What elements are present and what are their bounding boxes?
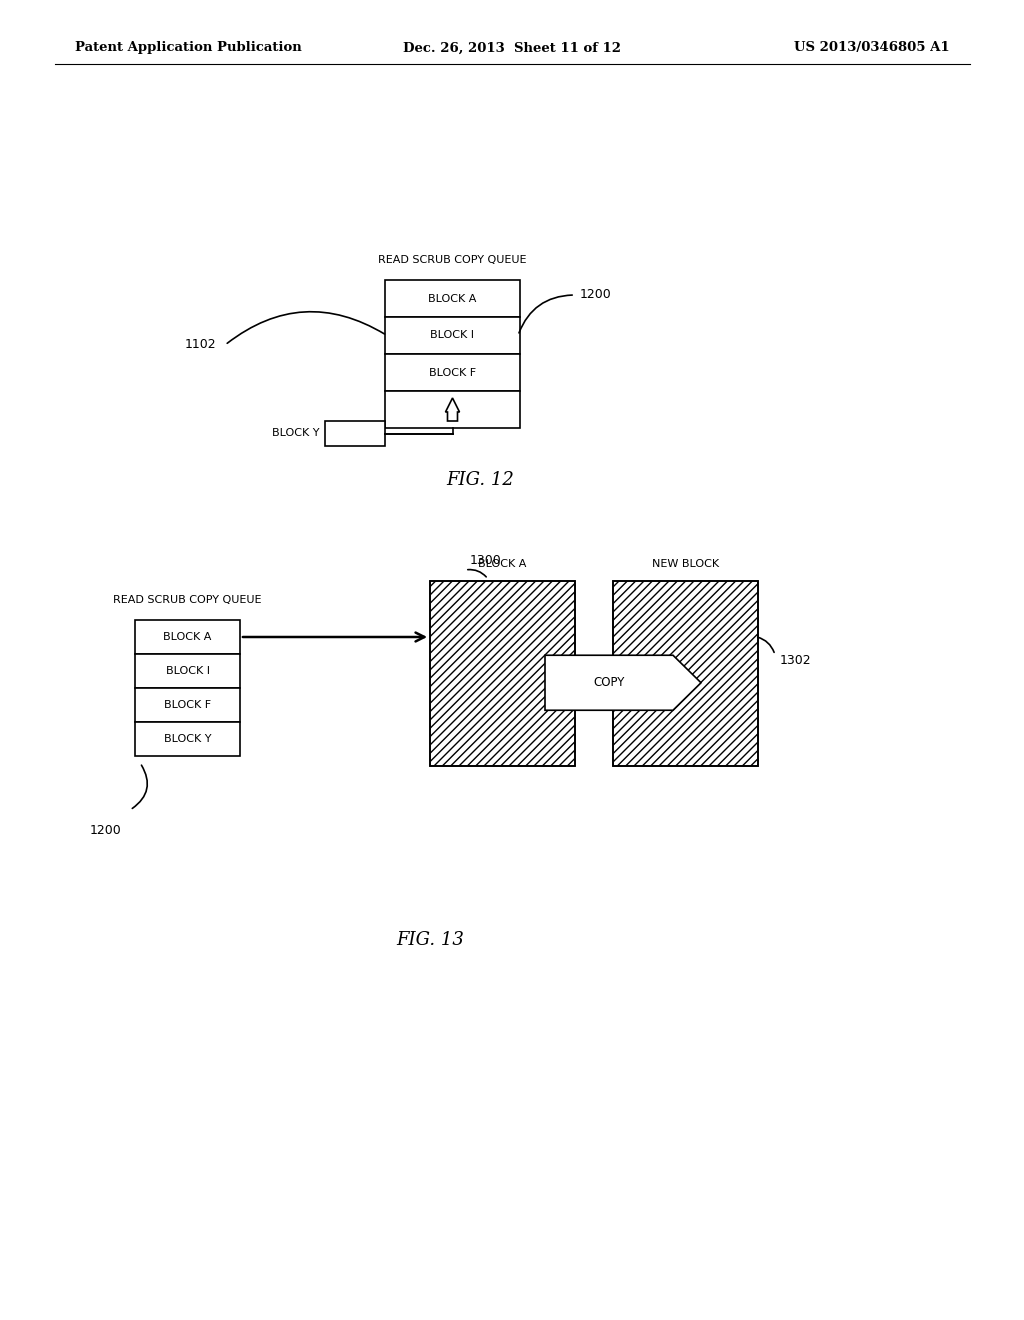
Text: Patent Application Publication: Patent Application Publication bbox=[75, 41, 302, 54]
Text: BLOCK A: BLOCK A bbox=[478, 558, 526, 569]
Text: Dec. 26, 2013  Sheet 11 of 12: Dec. 26, 2013 Sheet 11 of 12 bbox=[403, 41, 621, 54]
Bar bbox=[385, 354, 520, 391]
Bar bbox=[385, 280, 520, 317]
Text: 1200: 1200 bbox=[90, 824, 122, 837]
Text: BLOCK A: BLOCK A bbox=[163, 632, 212, 642]
Text: BLOCK F: BLOCK F bbox=[164, 700, 211, 710]
Bar bbox=[385, 391, 520, 428]
Text: BLOCK Y: BLOCK Y bbox=[272, 429, 319, 438]
Bar bbox=[430, 581, 575, 766]
Text: COPY: COPY bbox=[593, 676, 625, 689]
Bar bbox=[135, 722, 240, 756]
Text: BLOCK A: BLOCK A bbox=[428, 293, 477, 304]
Text: 1300: 1300 bbox=[470, 553, 502, 566]
Text: BLOCK I: BLOCK I bbox=[430, 330, 474, 341]
Text: 1102: 1102 bbox=[185, 338, 217, 351]
Polygon shape bbox=[545, 655, 701, 710]
Bar bbox=[135, 620, 240, 653]
Text: READ SCRUB COPY QUEUE: READ SCRUB COPY QUEUE bbox=[114, 595, 262, 605]
Text: NEW BLOCK: NEW BLOCK bbox=[652, 558, 719, 569]
Polygon shape bbox=[445, 399, 460, 421]
Text: 1200: 1200 bbox=[580, 289, 611, 301]
Text: US 2013/0346805 A1: US 2013/0346805 A1 bbox=[795, 41, 950, 54]
Bar bbox=[135, 653, 240, 688]
Text: 1302: 1302 bbox=[780, 653, 812, 667]
Text: FIG. 13: FIG. 13 bbox=[396, 931, 464, 949]
Text: BLOCK Y: BLOCK Y bbox=[164, 734, 211, 744]
Bar bbox=[613, 581, 758, 766]
Bar bbox=[613, 581, 758, 766]
Text: BLOCK F: BLOCK F bbox=[429, 367, 476, 378]
Text: READ SCRUB COPY QUEUE: READ SCRUB COPY QUEUE bbox=[378, 255, 526, 265]
Bar bbox=[325, 421, 385, 446]
Bar bbox=[135, 688, 240, 722]
Bar bbox=[385, 317, 520, 354]
Text: FIG. 12: FIG. 12 bbox=[446, 471, 514, 488]
Text: BLOCK I: BLOCK I bbox=[166, 667, 210, 676]
Bar bbox=[430, 581, 575, 766]
